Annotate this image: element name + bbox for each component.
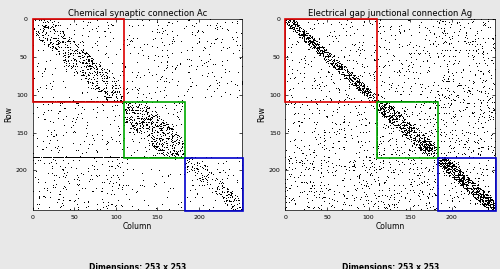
Y-axis label: Row: Row — [4, 106, 13, 122]
Bar — [286, 19, 377, 102]
X-axis label: Column: Column — [123, 222, 152, 231]
Bar — [185, 158, 243, 211]
Bar — [32, 19, 124, 102]
Y-axis label: Row: Row — [257, 106, 266, 122]
Bar — [124, 102, 185, 158]
Text: Dimensions: 253 x 253: Dimensions: 253 x 253 — [342, 263, 439, 269]
Title: Electrical gap junctional connection Ag: Electrical gap junctional connection Ag — [308, 9, 472, 18]
Bar — [377, 102, 438, 158]
Title: Chemical synaptic connection Ac: Chemical synaptic connection Ac — [68, 9, 207, 18]
X-axis label: Column: Column — [376, 222, 405, 231]
Text: Dimensions: 253 x 253: Dimensions: 253 x 253 — [89, 263, 186, 269]
Bar — [438, 158, 496, 211]
